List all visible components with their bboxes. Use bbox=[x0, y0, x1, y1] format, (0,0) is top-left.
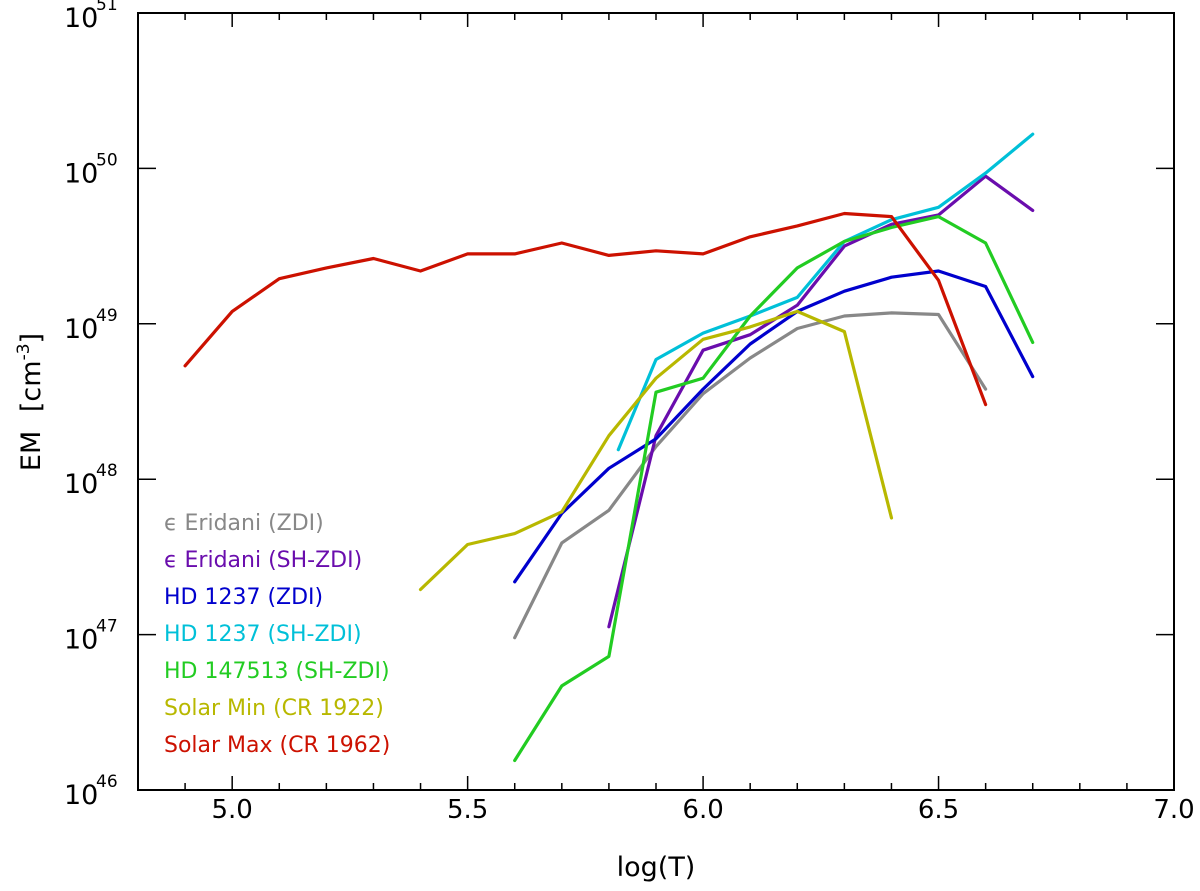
y-tick-label-exp: 48 bbox=[96, 461, 118, 481]
y-axis-label-base: EM bbox=[16, 431, 47, 471]
plot-frame bbox=[137, 12, 1175, 791]
y-tick-label-base: 10 bbox=[64, 625, 98, 656]
y-tick-label-base: 10 bbox=[64, 3, 98, 34]
y-tick-label-exp: 46 bbox=[96, 772, 118, 792]
y-tick-label-exp: 51 bbox=[96, 0, 118, 15]
legend-entry-5: Solar Min (CR 1922) bbox=[164, 696, 384, 721]
series-line-6 bbox=[183, 211, 988, 407]
x-axis-label: log(T) bbox=[617, 852, 696, 883]
y-tick-label-exp: 49 bbox=[96, 306, 118, 326]
legend-entry-4: HD 147513 (SH-ZDI) bbox=[164, 659, 390, 684]
x-tick-label: 6.0 bbox=[682, 795, 723, 825]
y-tick-label-base: 10 bbox=[64, 780, 98, 811]
x-tick-labels: 5.0 5.5 6.0 6.5 7.0 bbox=[212, 795, 1195, 825]
legend: ϵ Eridani (ZDI) ϵ Eridani (SH-ZDI) HD 1237… bbox=[164, 511, 390, 758]
legend-entry-0: ϵ Eridani (ZDI) bbox=[164, 511, 324, 536]
legend-entry-3: HD 1237 (SH-ZDI) bbox=[164, 622, 362, 647]
legend-entry-6: Solar Max (CR 1962) bbox=[164, 733, 390, 758]
series-line-4 bbox=[513, 215, 1035, 763]
series-line-2 bbox=[513, 269, 1035, 584]
y-axis-label-unit-exp: -3 bbox=[14, 343, 34, 360]
y-tick-label-base: 10 bbox=[64, 469, 98, 500]
y-axis-label-unit: cm bbox=[16, 360, 47, 401]
y-tick-label-base: 10 bbox=[64, 314, 98, 345]
y-axis-label: EM [cm-3] bbox=[14, 333, 47, 471]
x-tick-label: 6.5 bbox=[918, 795, 959, 825]
series-line-3 bbox=[616, 132, 1035, 452]
series-line-1 bbox=[607, 174, 1035, 629]
x-tick-label: 5.5 bbox=[447, 795, 488, 825]
svg-text:EM [cm-3]: EM [cm-3] bbox=[14, 333, 47, 471]
legend-entry-2: HD 1237 (ZDI) bbox=[164, 585, 323, 610]
series-line-0 bbox=[513, 311, 988, 640]
series-line-5 bbox=[418, 309, 894, 592]
x-tick-label: 7.0 bbox=[1153, 795, 1194, 825]
y-tick-label-base: 10 bbox=[64, 158, 98, 189]
legend-entry-1: ϵ Eridani (SH-ZDI) bbox=[164, 548, 362, 573]
x-tick-label: 5.0 bbox=[212, 795, 253, 825]
y-tick-label-exp: 47 bbox=[96, 617, 118, 637]
y-tick-label-exp: 50 bbox=[96, 150, 118, 170]
series-lines bbox=[183, 132, 1035, 763]
